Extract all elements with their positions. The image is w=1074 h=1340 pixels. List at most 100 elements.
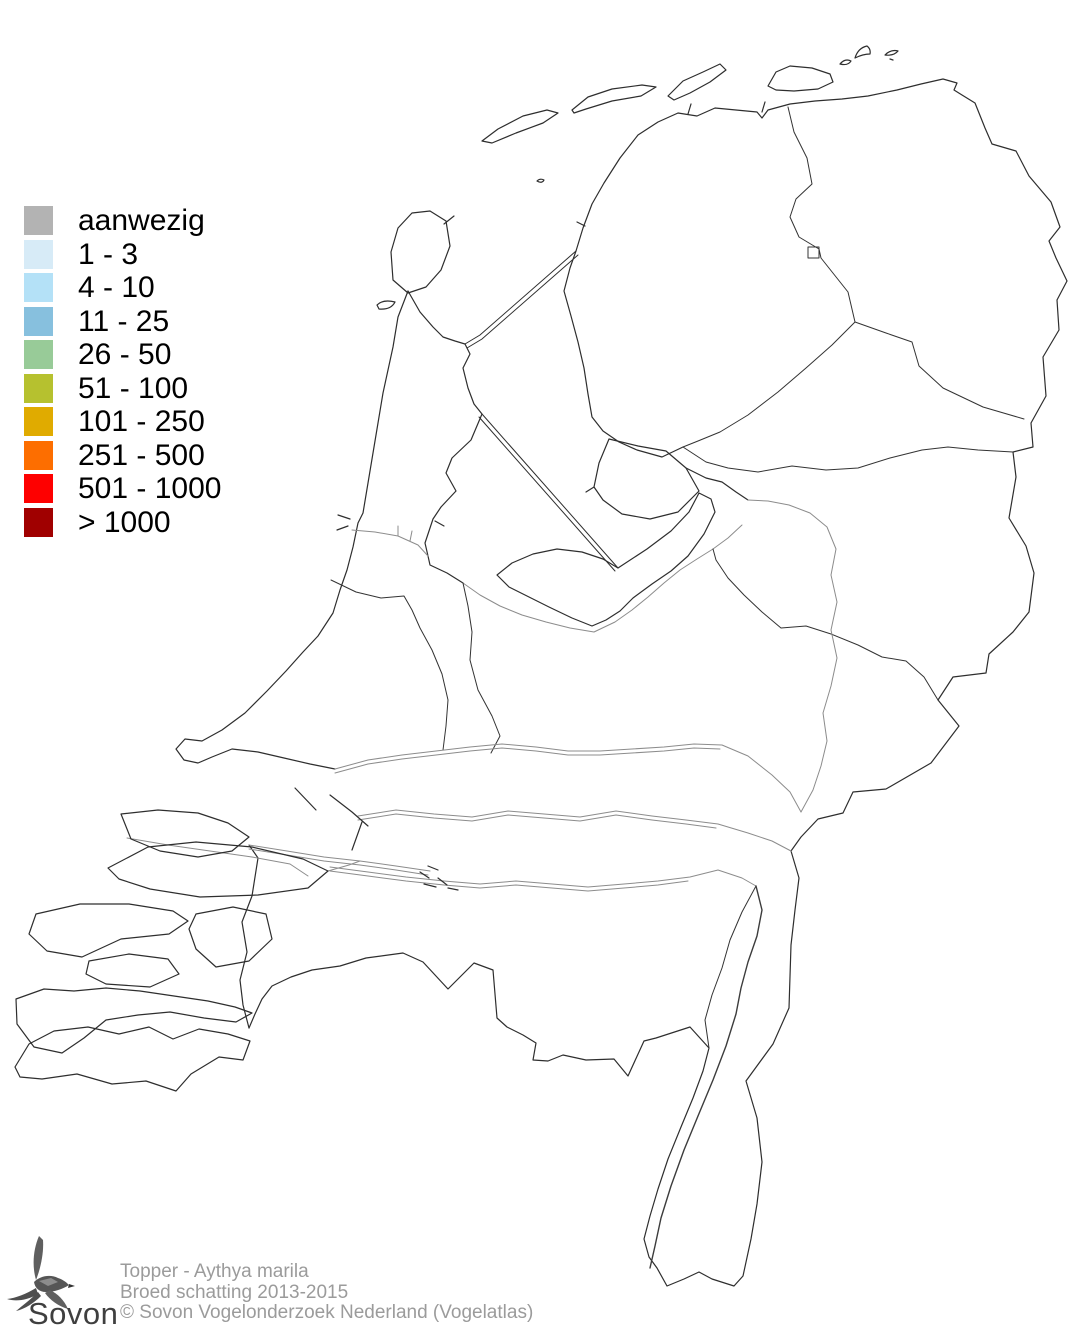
legend-row: 251 - 500 [24, 438, 221, 472]
brabant-limburg-border [704, 885, 757, 1049]
legend-label: 26 - 50 [78, 338, 172, 371]
lek-nederrijn-parallel [334, 747, 721, 774]
utrecht-gelderland-border [462, 582, 501, 754]
groningen-drenthe-border [854, 321, 1025, 420]
tholen [188, 906, 273, 968]
schiermonnikoog-island [767, 65, 834, 92]
legend-label: 51 - 100 [78, 371, 189, 405]
species-line: Topper - Aythya marila [120, 1261, 309, 1282]
zeeuws-vlaanderen [14, 1026, 251, 1092]
maas-limburg [649, 885, 763, 1269]
afsluitdijk [464, 250, 577, 345]
haringvliet [126, 837, 309, 877]
urk-tick [585, 486, 595, 493]
holland-utrecht-borders [330, 579, 449, 751]
legend-label: aanwezig [78, 204, 205, 237]
rivers-and-canals [126, 499, 838, 1269]
biesbosch-creeks [419, 865, 459, 891]
legend-swatch-251-500 [24, 440, 53, 470]
voorne-putten [120, 809, 250, 858]
coastline-and-national-border [175, 78, 1068, 1287]
legend-swatch-aanwezig [24, 206, 53, 235]
legend-label: 501 - 1000 [78, 472, 222, 505]
friesland-ijsselmeer-coast [563, 250, 684, 458]
ameland-island [667, 63, 727, 101]
legend-row: 4 - 10 [24, 271, 221, 304]
copyright-line: © Sovon Vogelonderzoek Nederland (Vogela… [120, 1302, 534, 1323]
legend-label: 101 - 250 [78, 405, 205, 438]
texel-island [390, 210, 451, 294]
terschelling-island [571, 84, 657, 114]
vlieland-island [481, 109, 559, 144]
overijssel-gelderland-border [712, 548, 939, 701]
friesland-groningen-border [787, 106, 856, 323]
maas-brabant [329, 866, 757, 888]
noordoostpolder [593, 438, 700, 520]
legend-label: 251 - 500 [78, 438, 205, 472]
noord-beveland [85, 953, 180, 988]
drenthe-overijssel-border [682, 446, 1014, 473]
legend-row: 11 - 25 [24, 304, 221, 338]
goeree-overflakkee [107, 841, 329, 898]
afsluitdijk-parallel [466, 254, 579, 349]
wadden-islands [376, 45, 899, 310]
ijmuiden-piers [336, 514, 351, 531]
border-notch [807, 246, 820, 259]
legend-row: 501 - 1000 [24, 472, 222, 505]
zwarte-meer-coast [685, 467, 749, 501]
friesland-drenthe-border [682, 321, 856, 448]
legend-swatch-101-250 [24, 407, 53, 436]
legend-label: 1 - 3 [78, 237, 139, 271]
noordzeekanaal [351, 525, 429, 557]
legend-row: 26 - 50 [24, 338, 221, 371]
legend-swatch-1-3 [24, 239, 53, 269]
polders [462, 438, 743, 633]
legend-row: 1 - 3 [24, 237, 221, 271]
flevopolder [496, 492, 716, 627]
legend-swatch-gt-1000 [24, 507, 53, 537]
legend-row: > 1000 [24, 505, 221, 539]
province-borders [330, 106, 1025, 1049]
north-east-south-border [248, 78, 1068, 1287]
legend-swatch-501-1000 [24, 474, 53, 503]
north-holland-head [407, 290, 466, 345]
volkerak [327, 860, 361, 872]
period-line: Broed schatting 2013-2015 [120, 1281, 349, 1303]
dikes [464, 250, 619, 572]
ijssel-river [747, 499, 838, 813]
legend-swatch-51-100 [24, 373, 53, 403]
legend-swatch-26-50 [24, 340, 53, 369]
legend-row: 51 - 100 [24, 371, 221, 405]
hollands-diep [248, 844, 431, 872]
zeeland-delta [14, 809, 329, 1092]
dordrecht-channels [294, 787, 369, 851]
houtribdijk [481, 413, 619, 569]
legend-swatch-11-25 [24, 306, 53, 336]
maas-brabant-parallel [329, 870, 689, 892]
legend-label: > 1000 [78, 505, 171, 539]
houtribdijk-parallel [478, 416, 616, 572]
legend-swatch-4-10 [24, 273, 53, 302]
legend-label: 11 - 25 [78, 304, 170, 338]
legend-row: aanwezig [24, 204, 221, 237]
lek-nederrijn-river [334, 743, 802, 813]
legend: aanwezig 1 - 3 4 - 10 11 - 25 26 - 50 51… [24, 206, 221, 537]
sovon-swallow-logo-icon [7, 1236, 75, 1311]
waal-parallel [357, 813, 717, 829]
west-brabant-coast [239, 844, 259, 1029]
map-caption: Topper - Aythya marila Broed schatting 2… [120, 1261, 534, 1324]
noorderhaaks-islet [376, 300, 396, 310]
griend-islet [536, 178, 545, 183]
legend-label: 4 - 10 [78, 271, 155, 304]
schouwen-duiveland [28, 903, 189, 958]
randmeren-mainland-shore [462, 524, 743, 633]
markermeer-coast [424, 343, 483, 584]
legend-row: 101 - 250 [24, 405, 221, 438]
rottum-islets [839, 45, 899, 66]
texel-tick [443, 215, 455, 225]
marken-islet [434, 520, 445, 527]
west-coast [175, 290, 409, 770]
sovon-brand-text: Sovon [28, 1296, 119, 1331]
